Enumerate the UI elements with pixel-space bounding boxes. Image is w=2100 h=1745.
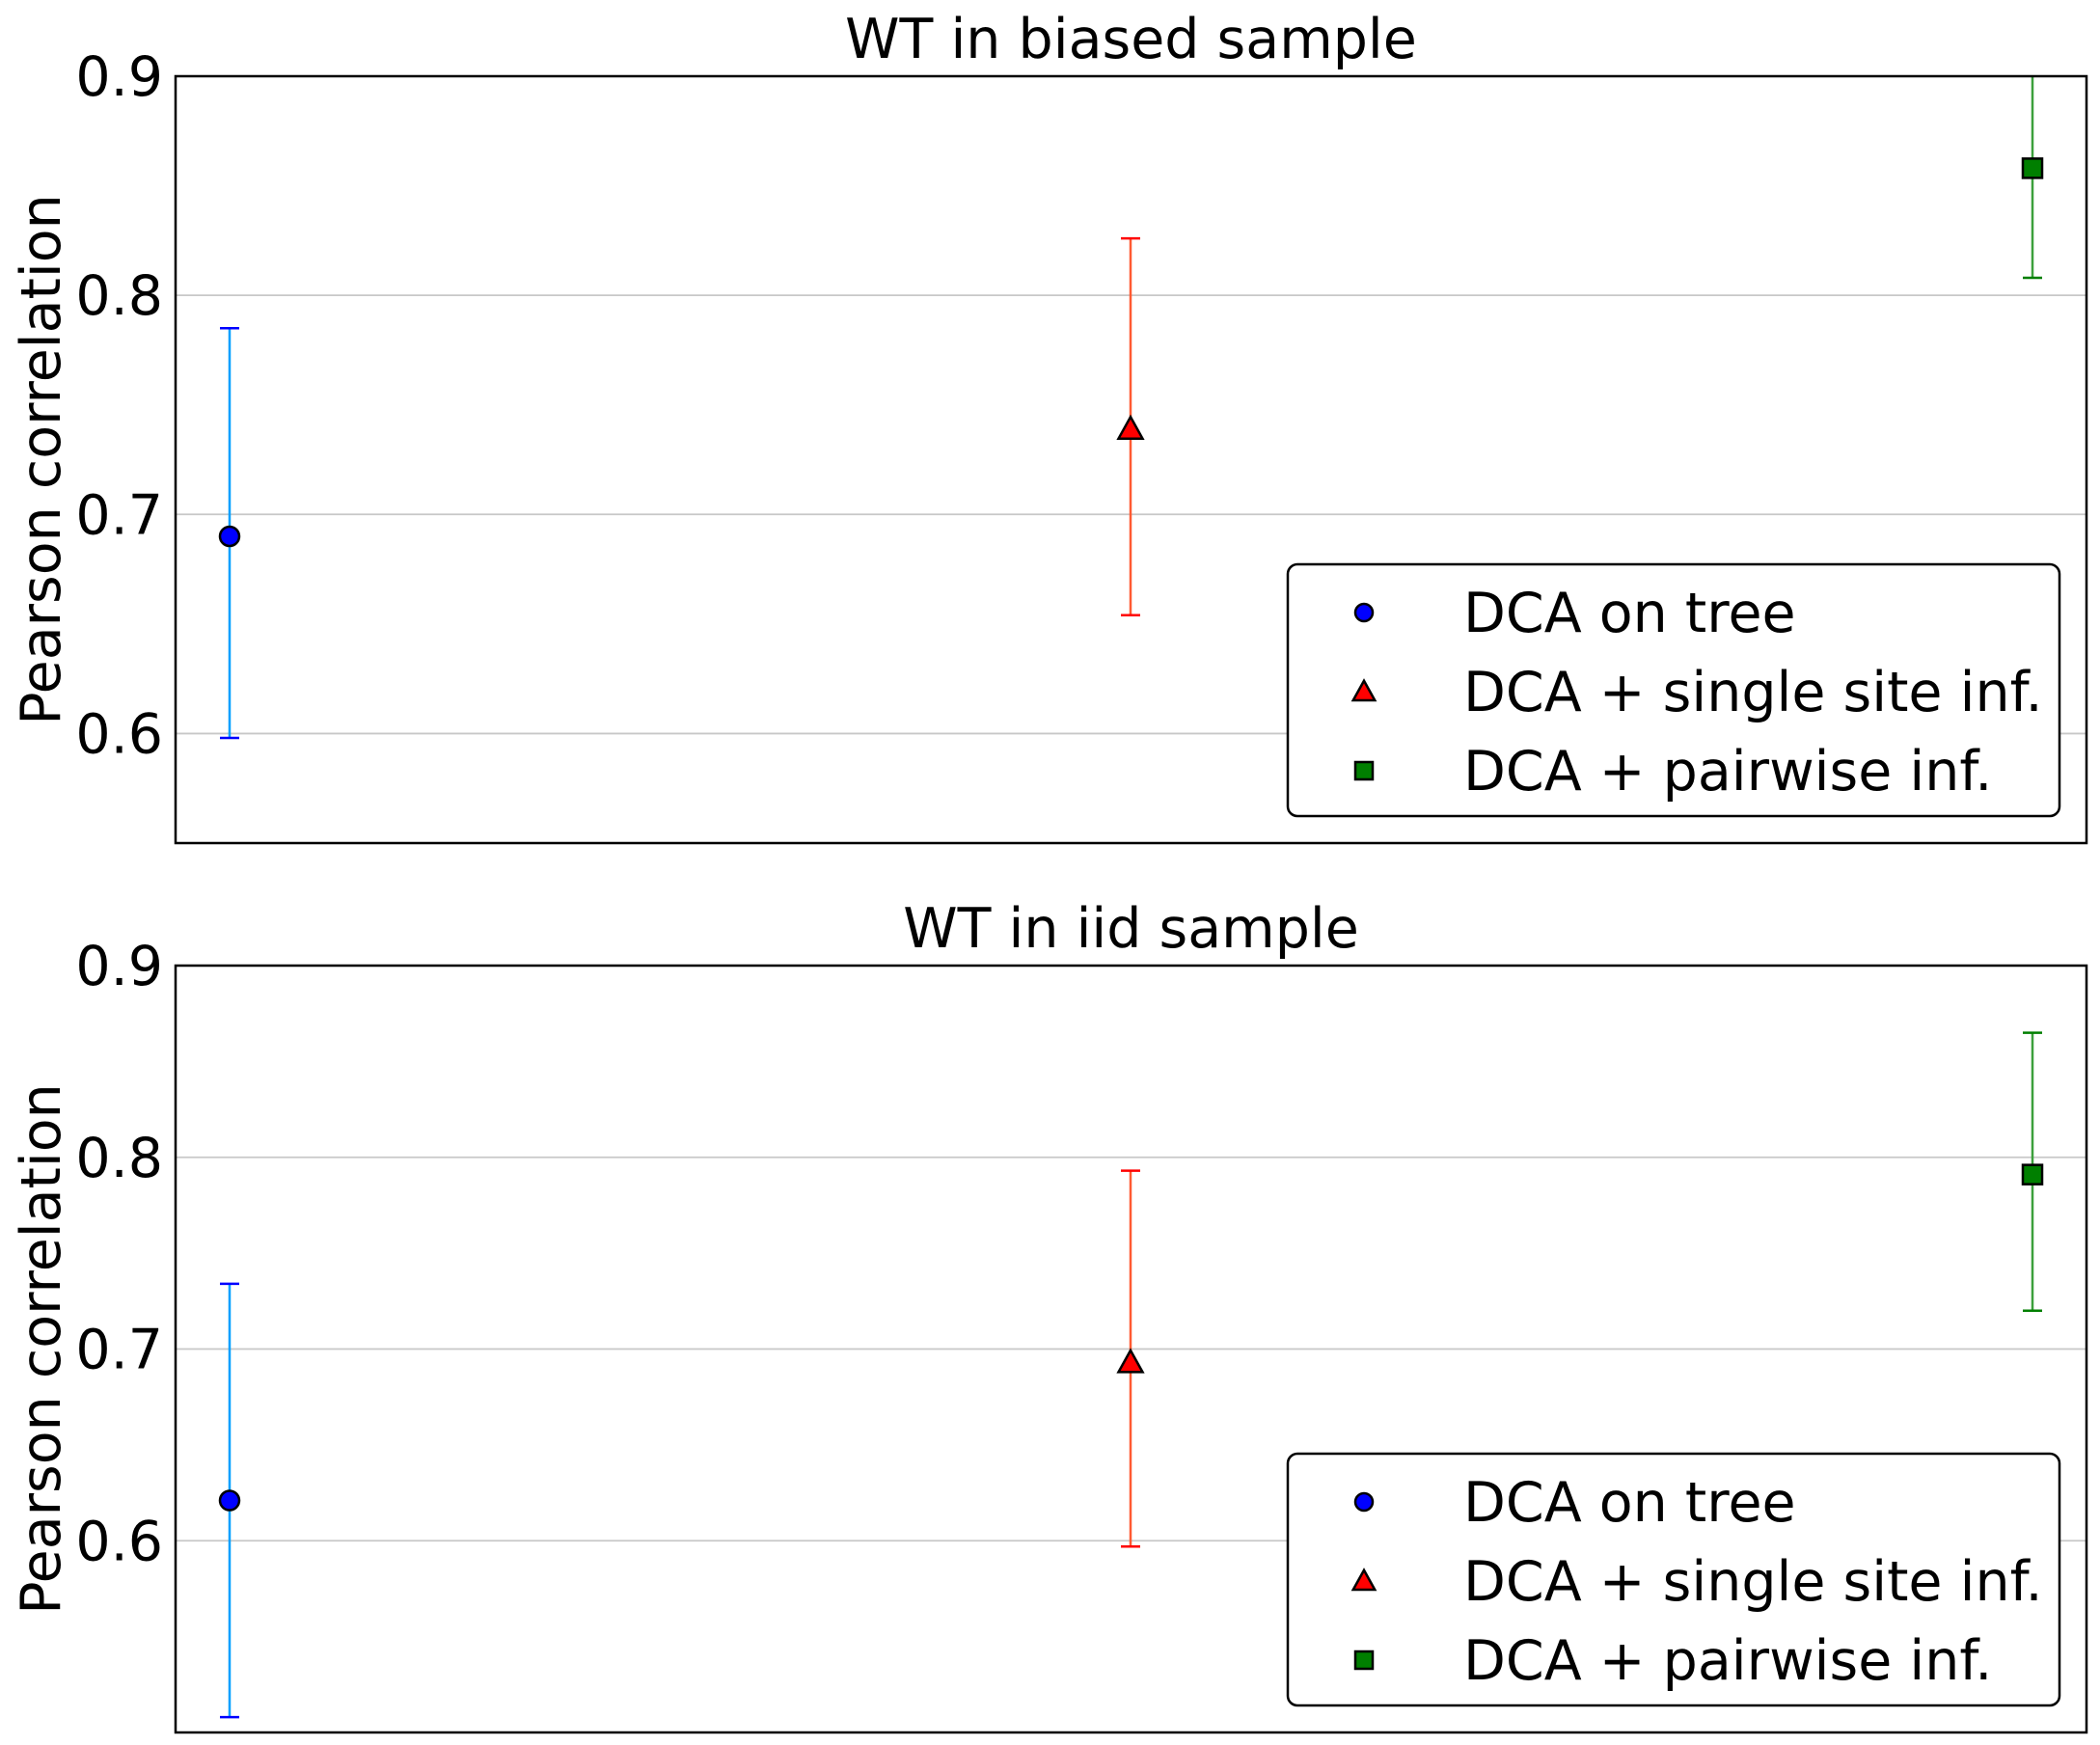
legend-label: DCA + pairwise inf.: [1463, 1629, 1992, 1693]
legend-label: DCA + single site inf.: [1463, 661, 2043, 724]
data-point-triangle: [1116, 1348, 1145, 1374]
chart-panel-2: 0.6 0.7 0.8 0.9 WT in iid sample Pearson corr…: [10, 897, 2088, 1734]
chart-panel-1: 0.6 0.7 0.8 0.9 WT in biased sample Pearson c…: [10, 8, 2088, 845]
data-points: [218, 1031, 2044, 1719]
legend-box: [1286, 1452, 2061, 1707]
chart-title: WT in biased sample: [845, 8, 1417, 71]
data-points: [218, 76, 2044, 740]
chart-title: WT in iid sample: [903, 897, 1359, 961]
legend-marker-triangle: [1350, 1568, 1377, 1592]
y-axis-label: Pearson correlation: [10, 194, 73, 724]
y-axis-label: Pearson correlation: [10, 1083, 73, 1614]
data-point-circle: [218, 525, 241, 548]
y-tick-label: 0.7: [75, 1319, 163, 1382]
legend-marker-circle: [1353, 602, 1375, 623]
y-tick-label: 0.9: [75, 935, 163, 998]
legend-marker-circle: [1353, 1491, 1375, 1513]
data-point-triangle: [1116, 414, 1145, 440]
y-tick-label: 0.8: [75, 264, 163, 328]
legend-marker-square: [1353, 1650, 1375, 1671]
legend-label: DCA on tree: [1463, 582, 1796, 645]
legend: DCA on tree DCA + single site inf. DCA + p…: [1286, 562, 2061, 818]
data-point-square: [2021, 157, 2044, 179]
plot-frame: [174, 74, 2088, 845]
legend-label: DCA + single site inf.: [1463, 1550, 2043, 1614]
legend-marker-triangle: [1350, 678, 1377, 702]
y-tick-label: 0.8: [75, 1127, 163, 1190]
y-tick-label: 0.6: [75, 702, 163, 766]
plot-frame: [174, 964, 2088, 1734]
legend-label: DCA + pairwise inf.: [1463, 740, 1992, 804]
y-tick-label: 0.6: [75, 1510, 163, 1573]
y-tick-label: 0.9: [75, 45, 163, 109]
y-tick-label: 0.7: [75, 483, 163, 547]
legend-box: [1286, 562, 2061, 818]
legend-label: DCA on tree: [1463, 1471, 1796, 1535]
legend: DCA on tree DCA + single site inf. DCA + p…: [1286, 1452, 2061, 1707]
data-point-square: [2021, 1163, 2044, 1186]
legend-marker-square: [1353, 760, 1375, 781]
data-point-circle: [218, 1489, 241, 1512]
